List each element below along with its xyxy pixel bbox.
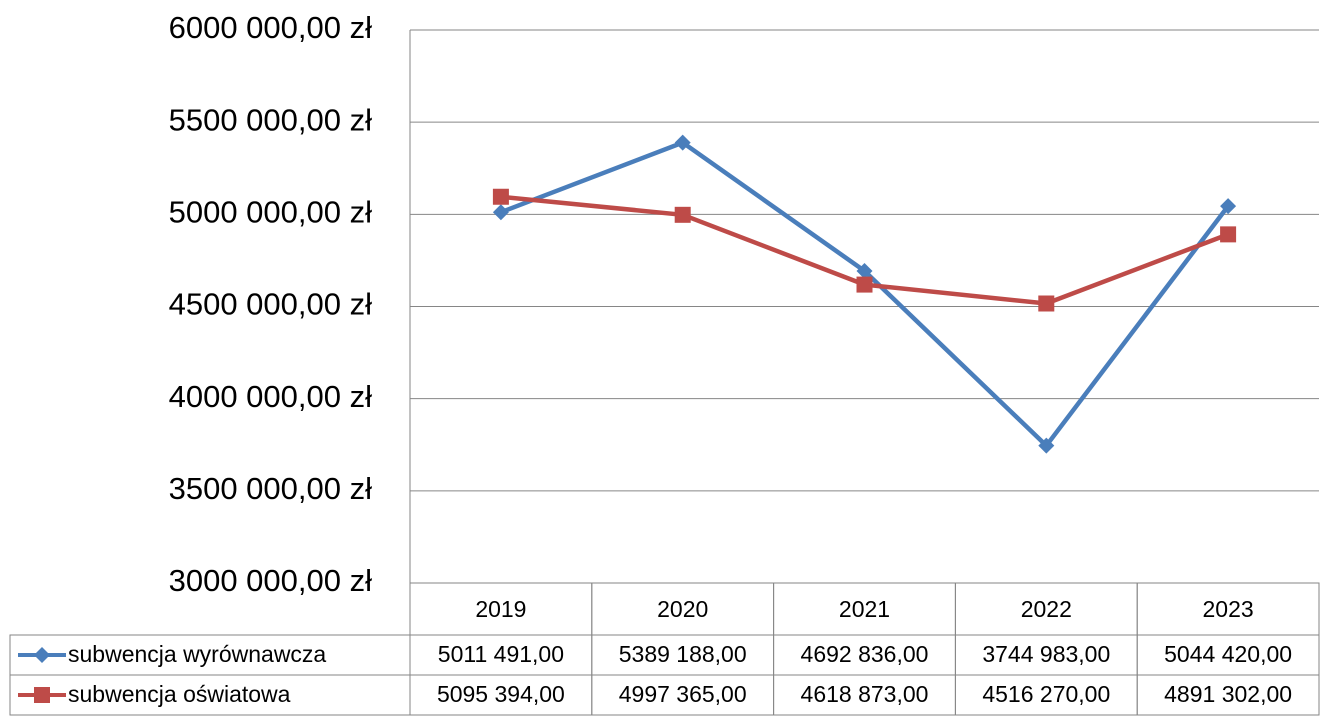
table-cell	[1136, 674, 1320, 716]
table-value: 4891 302,00	[1164, 681, 1292, 707]
y-tick-label: 4500 000,00 zł	[169, 287, 373, 322]
y-tick-label: 5500 000,00 zł	[169, 102, 373, 137]
point-marker	[492, 204, 509, 221]
x-tick-label: 2023	[1203, 596, 1254, 622]
point-marker	[1220, 226, 1237, 243]
y-tick-label: 6000 000,00 zł	[169, 10, 373, 45]
legend-label: subwencja wyrównawcza	[68, 641, 326, 667]
legend-marker	[34, 647, 50, 663]
x-tick-label: 2020	[657, 596, 708, 622]
table-value: 4692 836,00	[801, 641, 929, 667]
table-value: 3744 983,00	[982, 641, 1110, 667]
table-value: 4516 270,00	[982, 681, 1110, 707]
point-marker	[1220, 198, 1237, 215]
table-value: 5011 491,00	[438, 641, 564, 667]
x-tick-label: 2021	[839, 596, 890, 622]
x-tick-label: 2019	[475, 596, 526, 622]
table-value: 4997 365,00	[619, 681, 747, 707]
point-marker	[1038, 295, 1055, 312]
series-line	[500, 140, 1230, 448]
y-tick-label: 4000 000,00 zł	[169, 379, 373, 414]
y-tick-label: 5000 000,00 zł	[169, 195, 373, 230]
x-tick-label: 2022	[1021, 596, 1072, 622]
table-value: 5389 188,00	[619, 641, 747, 667]
point-marker	[1038, 437, 1055, 454]
point-marker	[856, 276, 873, 293]
legend-label: subwencja oświatowa	[68, 681, 291, 707]
y-tick-label: 3500 000,00 zł	[169, 471, 373, 506]
table-value: 5095 394,00	[437, 681, 565, 707]
point-marker	[674, 134, 691, 151]
legend-marker	[34, 687, 50, 703]
table-value: 5044 420,00	[1164, 641, 1292, 667]
point-marker	[856, 262, 873, 279]
table-value: 4618 873,00	[801, 681, 929, 707]
point-marker	[674, 206, 691, 223]
y-tick-label: 3000 000,00 zł	[169, 563, 373, 598]
point-marker	[492, 188, 509, 205]
